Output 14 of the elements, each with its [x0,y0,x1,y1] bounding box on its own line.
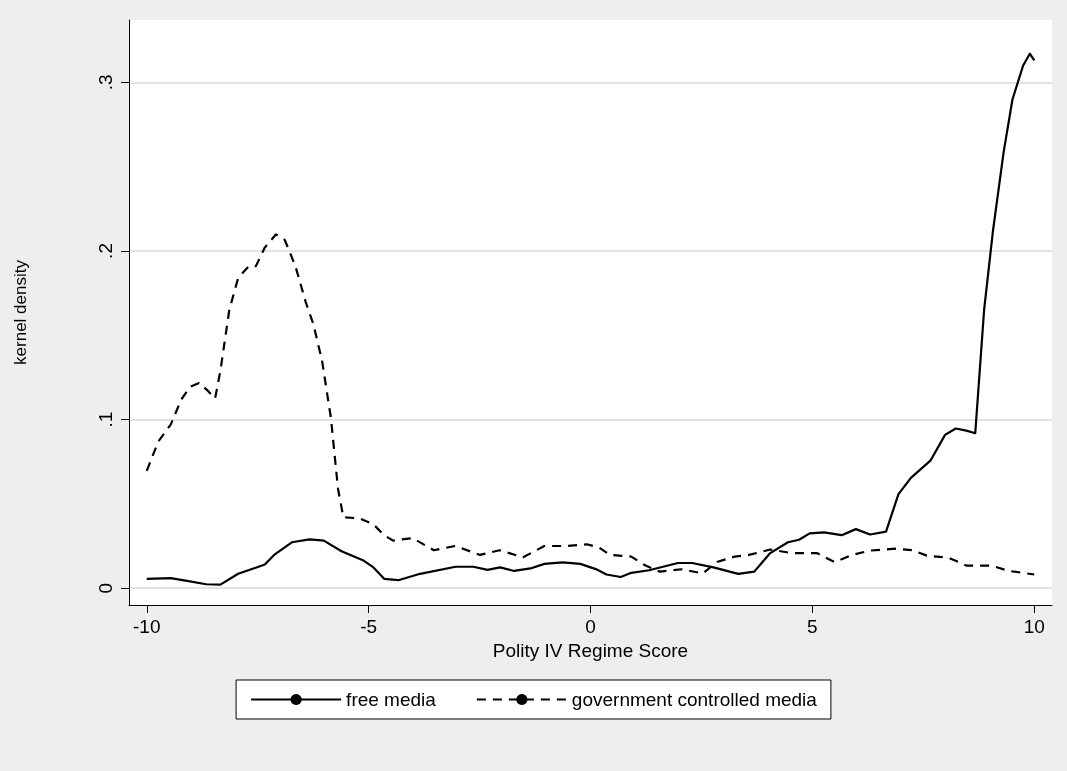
y-tick-label: 0 [95,582,116,594]
x-tick-label: 5 [807,616,818,637]
x-tick-label: -10 [133,616,161,637]
y-axis-title: kernel density [11,259,30,365]
x-tick-label: 10 [1023,616,1045,637]
legend-label: free media [346,689,437,710]
legend-label: government controlled media [571,689,818,710]
y-tick-label: .2 [95,243,116,259]
x-tick-label: -5 [360,616,378,637]
y-tick-label: .1 [95,411,116,428]
line-series [145,52,1036,586]
x-axis-title: Polity IV Regime Score [492,639,689,661]
x-tick-label: 0 [585,616,596,637]
y-tick-label: .3 [95,74,116,91]
